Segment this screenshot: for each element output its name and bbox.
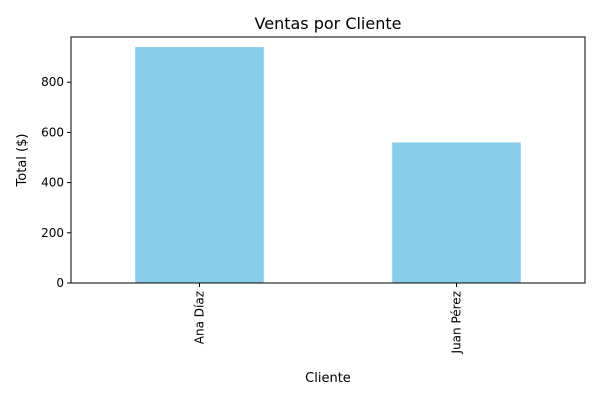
bars-layer [135, 47, 521, 283]
bar-1 [392, 142, 521, 283]
y-tick-label-3: 600 [41, 125, 64, 139]
y-tick-label-2: 400 [41, 176, 64, 190]
y-tick-label-1: 200 [41, 226, 64, 240]
x-axis-label: Cliente [305, 371, 351, 386]
plot-frame [70, 36, 586, 284]
x-tick-label-0: Ana Díaz [193, 291, 207, 344]
y-axis-label: Total ($) [15, 134, 30, 188]
axes: Ana Díaz Juan Pérez 0 200 400 600 800 [41, 36, 586, 354]
chart-title: Ventas por Cliente [255, 14, 402, 33]
y-tick-label-4: 800 [41, 75, 64, 89]
bar-0 [135, 47, 264, 283]
x-tick-label-1: Juan Pérez [450, 291, 464, 354]
y-tick-label-0: 0 [56, 276, 64, 290]
